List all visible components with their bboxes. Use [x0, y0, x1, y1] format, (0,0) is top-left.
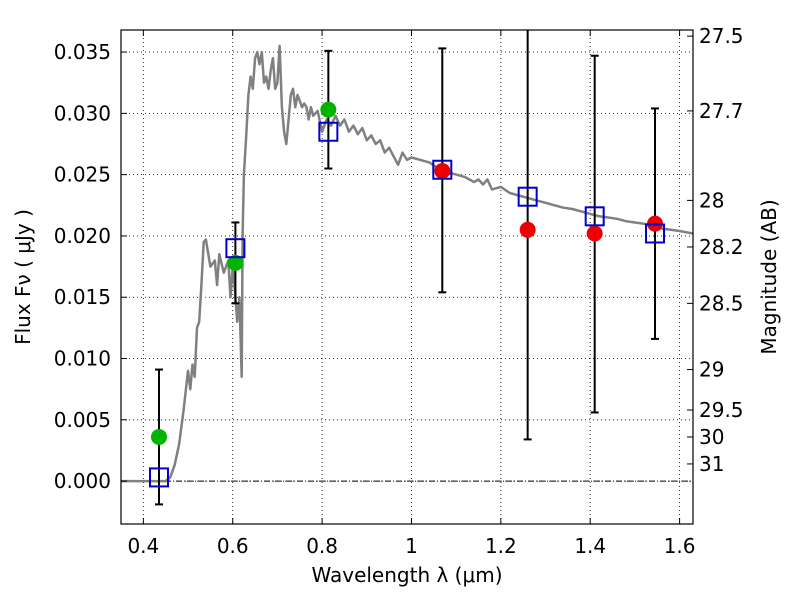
y-tick-label: 0.030	[54, 101, 111, 125]
x-tick-label: 0.6	[217, 534, 249, 558]
model-photometry-square	[318, 121, 339, 142]
y-axis: 0.000 0.005 0.010 0.015 0.020 0.025 0.030 0.035	[54, 40, 127, 493]
data-point-green	[227, 254, 244, 271]
x-tick-label: 0.4	[127, 534, 159, 558]
data-point-green	[150, 428, 167, 445]
mag-tick-label: 28	[699, 188, 724, 212]
plot-frame	[120, 29, 694, 525]
y-tick-label: 0.005	[54, 408, 111, 432]
mag-tick-label: 31	[699, 452, 724, 476]
model-photometry-square	[225, 238, 246, 259]
model-photometry-square	[517, 186, 538, 207]
model-photometry-square	[432, 159, 453, 180]
model-photometry-square	[148, 467, 169, 488]
model-photometry-square	[645, 223, 666, 244]
x-tick-label: 0.8	[306, 534, 338, 558]
y-tick-label: 0.000	[54, 469, 111, 493]
mag-tick-label: 29.5	[699, 398, 744, 422]
model-sed-line	[121, 44, 693, 483]
x-tick-label: 1.2	[485, 534, 517, 558]
y-tick-label: 0.025	[54, 163, 111, 187]
data-markers	[148, 101, 666, 488]
magnitude-axis-label: Magnitude (AB)	[757, 199, 781, 354]
mag-tick-label: 30	[699, 425, 724, 449]
plot-background	[121, 30, 693, 524]
data-point-red	[434, 162, 451, 179]
x-axis-label: Wavelength λ (μm)	[311, 563, 502, 587]
y-axis-label: Flux Fν ( μJy )	[11, 209, 35, 345]
y-tick-label: 0.015	[54, 285, 111, 309]
mag-tick-label: 27.7	[699, 99, 744, 123]
y-tick-label: 0.020	[54, 224, 111, 248]
mag-tick-label: 27.5	[699, 24, 744, 48]
data-point-green	[320, 101, 337, 118]
mag-tick-label: 28.2	[699, 235, 744, 259]
x-axis: 0.4 0.6 0.8 1 1.2 1.4 1.6	[127, 30, 696, 558]
magnitude-axis: 27.5 27.7 28 28.2 28.5 29 29.5 30 31	[687, 24, 744, 476]
y-tick-label: 0.035	[54, 40, 111, 64]
x-tick-label: 1.4	[574, 534, 606, 558]
x-tick-label: 1.6	[664, 534, 696, 558]
data-point-red	[586, 225, 603, 242]
mag-tick-label: 29	[699, 358, 724, 382]
data-point-red	[519, 221, 536, 238]
mag-tick-label: 28.5	[699, 291, 744, 315]
x-tick-label: 1	[405, 534, 418, 558]
model-photometry-square	[584, 206, 605, 227]
y-tick-label: 0.010	[54, 347, 111, 371]
